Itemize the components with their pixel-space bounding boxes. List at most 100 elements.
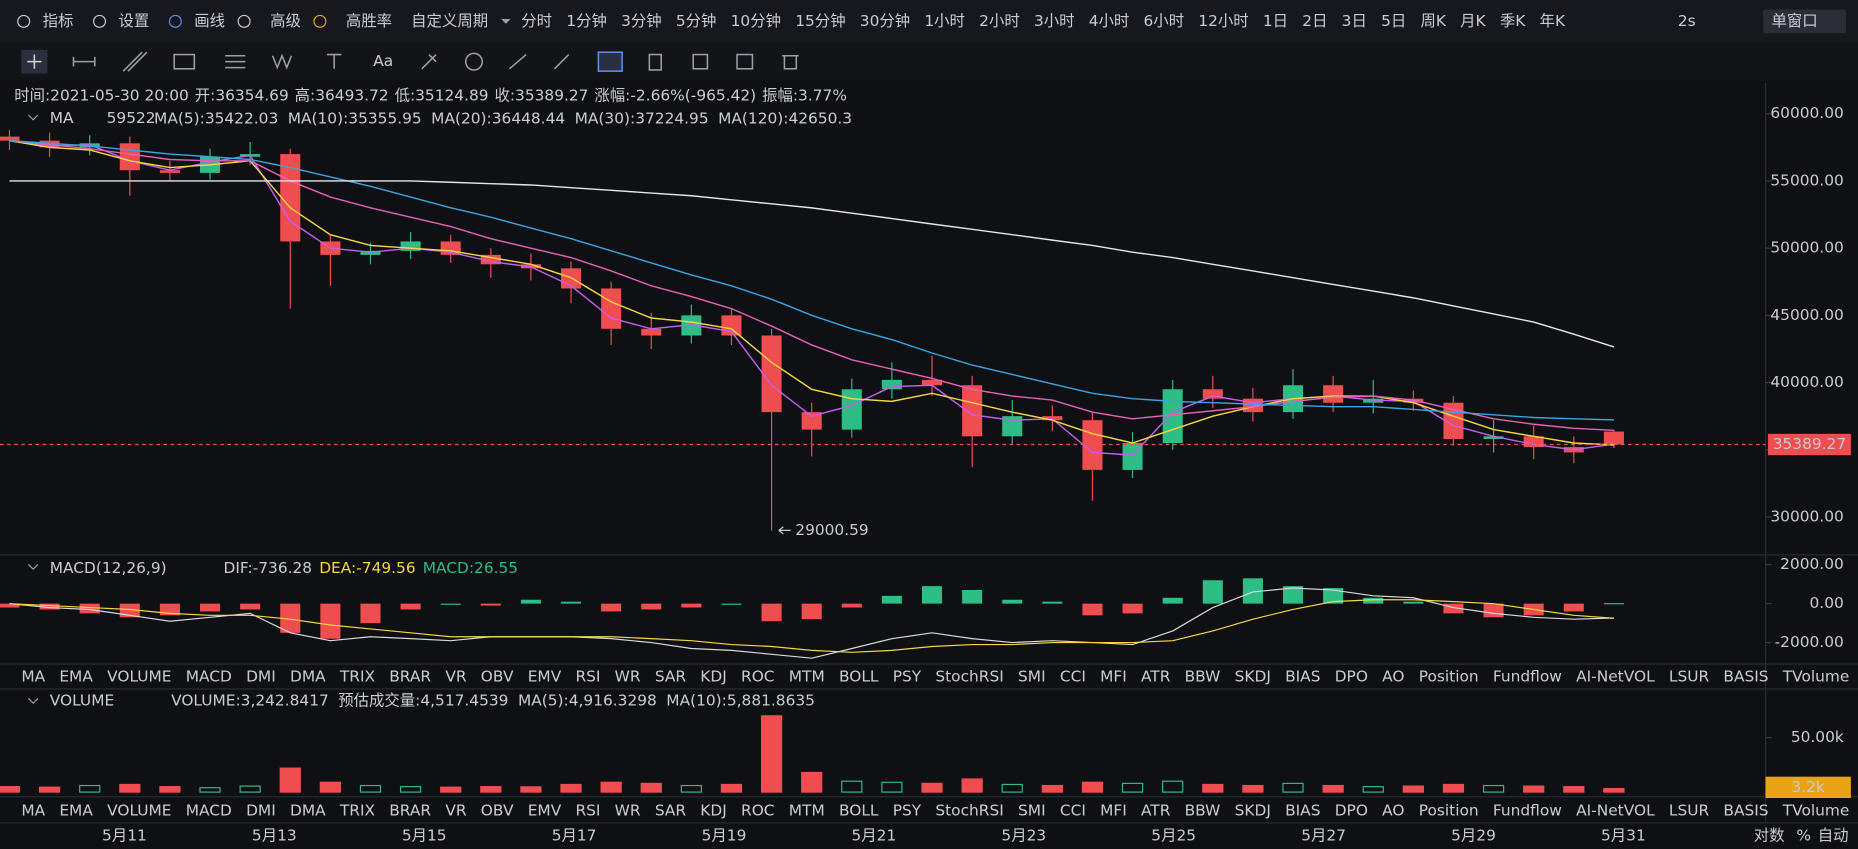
footer-option[interactable]: 自动 <box>1818 826 1849 844</box>
indicator-tab[interactable]: KDJ <box>700 802 726 820</box>
period-item[interactable]: 4小时 <box>1089 12 1130 30</box>
indicator-tab[interactable]: SMI <box>1018 668 1046 686</box>
indicator-tab[interactable]: BIAS <box>1285 802 1320 820</box>
indicator-tab[interactable]: BIAS <box>1285 668 1320 686</box>
period-item[interactable]: 1日 <box>1263 12 1288 30</box>
indicator-tab[interactable]: VOLUME <box>107 668 171 686</box>
period-item[interactable]: 分时 <box>521 12 552 30</box>
indicator-tab[interactable]: CCI <box>1060 668 1086 686</box>
indicator-tab[interactable]: TVolume <box>1782 802 1850 820</box>
indicator-tab[interactable]: SAR <box>655 668 687 686</box>
indicator-tab[interactable]: LSUR <box>1669 802 1710 820</box>
menu-item[interactable]: 高级 <box>270 12 301 30</box>
rect-tool[interactable] <box>173 53 196 70</box>
indicator-tab[interactable]: StochRSI <box>935 802 1003 820</box>
indicator-tab[interactable]: ROC <box>741 802 775 820</box>
indicator-tab[interactable]: BRAR <box>389 668 431 686</box>
indicator-tab[interactable]: VR <box>445 802 467 820</box>
indicator-tab[interactable]: EMV <box>528 802 562 820</box>
indicator-tab[interactable]: MFI <box>1100 802 1127 820</box>
indicator-tab[interactable]: BASIS <box>1723 802 1768 820</box>
indicator-tab[interactable]: MTM <box>789 668 825 686</box>
indicator-tab[interactable]: BASIS <box>1723 668 1768 686</box>
period-item[interactable]: 3小时 <box>1034 12 1075 30</box>
indicator-tab[interactable]: BOLL <box>839 802 879 820</box>
menu-item[interactable]: 画线 <box>194 12 225 30</box>
indicator-tab[interactable]: DMA <box>290 668 326 686</box>
period-item[interactable]: 5分钟 <box>676 12 717 30</box>
indicator-tab[interactable]: EMV <box>528 668 562 686</box>
period-item[interactable]: 1分钟 <box>566 12 607 30</box>
indicator-tab[interactable]: Position <box>1419 668 1479 686</box>
indicator-tab[interactable]: OBV <box>481 668 514 686</box>
indicator-tab[interactable]: Fundflow <box>1493 802 1562 820</box>
layer-tool[interactable] <box>692 53 709 70</box>
indicator-tab[interactable]: ROC <box>741 668 775 686</box>
indicator-tab[interactable]: SKDJ <box>1235 668 1271 686</box>
indicator-tab[interactable]: MTM <box>789 802 825 820</box>
indicator-tab[interactable]: Position <box>1419 802 1479 820</box>
indicator-tab[interactable]: EMA <box>59 668 93 686</box>
indicator-tab[interactable]: VR <box>445 668 467 686</box>
indicator-tab[interactable]: MA <box>21 802 45 820</box>
indicator-tab[interactable]: MACD <box>186 668 232 686</box>
period-item[interactable]: 月K <box>1460 12 1486 30</box>
menu-item[interactable]: 设置 <box>118 12 149 30</box>
period-item[interactable]: 3分钟 <box>621 12 662 30</box>
indicator-tab[interactable]: BBW <box>1185 802 1221 820</box>
indicator-tab[interactable]: BBW <box>1185 668 1221 686</box>
hline-tool[interactable] <box>72 56 96 67</box>
period-item[interactable]: 12小时 <box>1198 12 1248 30</box>
indicator-tab[interactable]: EMA <box>59 802 93 820</box>
period-item[interactable]: 15分钟 <box>795 12 845 30</box>
fib-tool[interactable] <box>225 54 246 69</box>
copy-tool[interactable] <box>648 53 662 71</box>
period-item[interactable]: 3日 <box>1342 12 1367 30</box>
indicator-tab[interactable]: MFI <box>1100 668 1127 686</box>
wave-tool[interactable] <box>271 53 293 70</box>
ruler-tool[interactable] <box>509 53 527 70</box>
indicator-tab[interactable]: DPO <box>1335 802 1368 820</box>
indicator-tab[interactable]: TVolume <box>1782 668 1850 686</box>
parallel-tool[interactable] <box>122 51 148 72</box>
period-item[interactable]: 5日 <box>1381 12 1406 30</box>
footer-option[interactable]: 对数 <box>1754 826 1785 844</box>
indicator-tab[interactable]: AI-NetVOL <box>1576 668 1655 686</box>
period-item[interactable]: 10分钟 <box>731 12 781 30</box>
period-item[interactable]: 周K <box>1420 12 1446 30</box>
indicator-tab[interactable]: DPO <box>1335 668 1368 686</box>
candle-tool[interactable] <box>597 51 623 72</box>
indicator-tab[interactable]: BRAR <box>389 802 431 820</box>
period-item[interactable]: 6小时 <box>1144 12 1185 30</box>
indicator-tab[interactable]: BOLL <box>839 668 879 686</box>
period-item[interactable]: 年K <box>1540 12 1566 30</box>
indicator-tab[interactable]: PSY <box>893 668 922 686</box>
indicator-tab[interactable]: SKDJ <box>1235 802 1271 820</box>
indicator-tab[interactable]: WR <box>615 802 641 820</box>
indicator-tab[interactable]: MA <box>21 668 45 686</box>
period-item[interactable]: 自定义周期 <box>411 12 488 30</box>
lock-tool[interactable] <box>464 52 484 71</box>
window-label[interactable]: 单窗口 <box>1771 12 1817 30</box>
refresh-rate[interactable]: 2s <box>1678 12 1696 30</box>
brush-tool[interactable] <box>421 53 437 70</box>
indicator-tab[interactable]: ATR <box>1141 668 1171 686</box>
indicator-tab[interactable]: LSUR <box>1669 668 1710 686</box>
edit-tool[interactable] <box>736 53 754 70</box>
text-tool[interactable]: Aa <box>373 52 393 70</box>
indicator-tab[interactable]: SAR <box>655 802 687 820</box>
text-tool[interactable] <box>327 53 342 69</box>
menu-item[interactable]: 指标 <box>43 12 74 30</box>
period-item[interactable]: 2小时 <box>979 12 1020 30</box>
period-item[interactable]: 30分钟 <box>860 12 910 30</box>
indicator-tab[interactable]: TRIX <box>339 668 376 686</box>
indicator-tab[interactable]: Fundflow <box>1493 668 1562 686</box>
footer-option[interactable]: % <box>1796 826 1811 844</box>
delete-tool[interactable] <box>782 54 799 70</box>
indicator-tab[interactable]: ATR <box>1141 802 1171 820</box>
indicator-tab[interactable]: DMI <box>246 668 276 686</box>
indicator-tab[interactable]: DMI <box>246 802 276 820</box>
pen-tool[interactable] <box>554 53 570 70</box>
period-item[interactable]: 1小时 <box>924 12 965 30</box>
indicator-tab[interactable]: KDJ <box>700 668 726 686</box>
